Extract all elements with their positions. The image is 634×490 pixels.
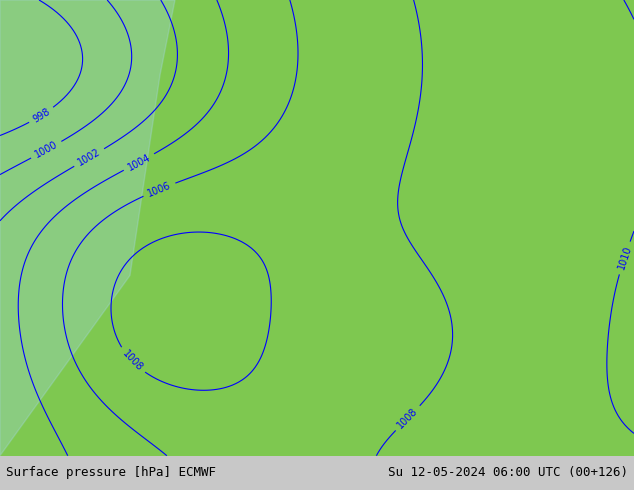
Polygon shape [0, 0, 175, 456]
Text: 1006: 1006 [146, 180, 172, 198]
Text: 1002: 1002 [76, 147, 102, 168]
Text: Su 12-05-2024 06:00 UTC (00+126): Su 12-05-2024 06:00 UTC (00+126) [387, 466, 628, 479]
Text: 1008: 1008 [396, 406, 420, 430]
Text: 1000: 1000 [33, 140, 60, 160]
Text: 1008: 1008 [120, 348, 144, 373]
Text: 1010: 1010 [616, 245, 633, 271]
Text: 1004: 1004 [126, 152, 152, 172]
Text: Surface pressure [hPa] ECMWF: Surface pressure [hPa] ECMWF [6, 466, 216, 479]
Text: 998: 998 [31, 106, 52, 124]
